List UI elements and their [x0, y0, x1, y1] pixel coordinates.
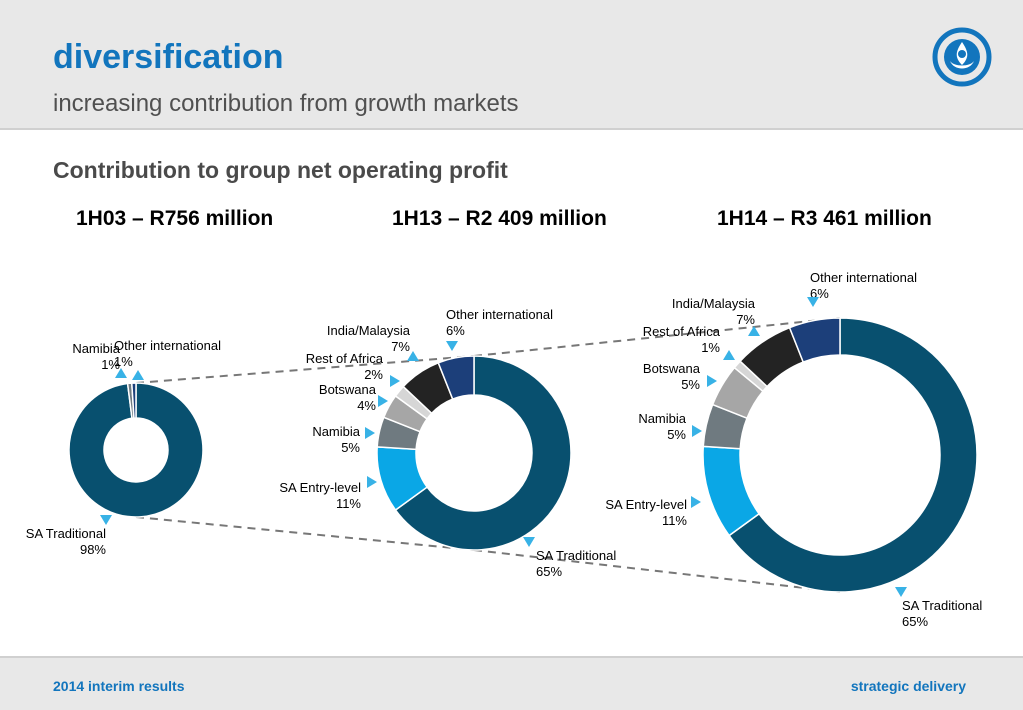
pointer-icon — [748, 326, 760, 336]
slice-value-sa-traditional: 98% — [80, 542, 106, 557]
pointer-icon — [365, 427, 375, 439]
pointer-icon — [378, 395, 388, 407]
pointer-icon — [523, 537, 535, 547]
footer-bar: 2014 interim results strategic delivery — [0, 656, 1023, 710]
connector-line — [473, 549, 841, 593]
footer-right-text: strategic delivery — [850, 678, 966, 694]
slice-sa-traditional — [728, 317, 978, 593]
slice-value-botswana: 5% — [681, 377, 700, 392]
slice-name-sa-entry-level: SA Entry-level — [605, 497, 687, 512]
slice-value-sa-traditional: 65% — [902, 614, 928, 629]
slice-name-rest-of-africa: Rest of Africa — [643, 324, 721, 339]
page-title: diversification — [53, 38, 284, 76]
slice-value-rest-of-africa: 2% — [364, 367, 383, 382]
slice-value-india-malaysia: 7% — [736, 312, 755, 327]
chart-title-1h14: 1H14 – R3 461 million — [717, 207, 932, 230]
slice-value-sa-entry-level: 11% — [336, 496, 361, 511]
pointer-icon — [807, 297, 819, 307]
pointer-icon — [100, 515, 112, 525]
chart-title-1h13: 1H13 – R2 409 million — [392, 207, 607, 230]
slice-value-namibia: 5% — [341, 440, 360, 455]
slice-name-sa-entry-level: SA Entry-level — [279, 480, 361, 495]
slice-sa-traditional — [394, 355, 572, 551]
slice-value-rest-of-africa: 1% — [701, 340, 720, 355]
pointer-icon — [367, 476, 377, 488]
pointer-icon — [115, 368, 127, 378]
slice-name-sa-traditional: SA Traditional — [26, 526, 106, 541]
header-bar: diversification increasing contribution … — [0, 0, 1023, 130]
slice-value-india-malaysia: 7% — [391, 339, 410, 354]
slice-value-namibia: 5% — [667, 427, 686, 442]
pointer-icon — [707, 375, 717, 387]
pointer-icon — [723, 350, 735, 360]
slice-name-india-malaysia: India/Malaysia — [672, 296, 756, 311]
section-title: Contribution to group net operating prof… — [53, 157, 508, 183]
slice-name-other-international: Other international — [446, 307, 553, 322]
slice-name-rest-of-africa: Rest of Africa — [306, 351, 384, 366]
connector-line — [135, 516, 475, 551]
pointer-icon — [407, 351, 419, 361]
pointer-icon — [691, 496, 701, 508]
connector-line — [473, 317, 841, 357]
pointer-icon — [692, 425, 702, 437]
pointer-icon — [132, 370, 144, 380]
slice-name-india-malaysia: India/Malaysia — [327, 323, 411, 338]
donut-chart-2 — [376, 355, 572, 551]
slice-name-namibia: Namibia — [638, 411, 686, 426]
slice-value-sa-traditional: 65% — [536, 564, 562, 579]
pointer-icon — [446, 341, 458, 351]
slice-value-botswana: 4% — [357, 398, 376, 413]
slice-name-sa-traditional: SA Traditional — [902, 598, 982, 613]
slice-other-international — [437, 355, 475, 401]
slice-other-international — [788, 317, 841, 363]
chart-title-1h03: 1H03 – R756 million — [76, 207, 274, 230]
pointer-icon — [895, 587, 907, 597]
page-subtitle: increasing contribution from growth mark… — [53, 90, 519, 117]
company-logo-icon — [932, 27, 992, 87]
slice-name-other-international: Other international — [810, 270, 917, 285]
slice-sa-traditional — [68, 382, 204, 518]
slice-name-namibia: Namibia — [312, 424, 360, 439]
footer-left-text: 2014 interim results — [53, 678, 185, 694]
slice-value-other-international: 6% — [446, 323, 465, 338]
donut-chart-3 — [702, 317, 978, 593]
slice-value-other-international: 1% — [114, 354, 133, 369]
slice-name-botswana: Botswana — [319, 382, 377, 397]
slice-value-namibia: 1% — [101, 357, 120, 372]
slice-name-sa-traditional: SA Traditional — [536, 548, 616, 563]
slice-name-namibia: Namibia — [72, 341, 120, 356]
slice-other-international — [130, 382, 137, 419]
slice-value-sa-entry-level: 11% — [662, 513, 687, 528]
donut-chart-1 — [68, 382, 204, 518]
slice-name-other-international: Other international — [114, 338, 221, 353]
pointer-icon — [390, 375, 400, 387]
slice-name-botswana: Botswana — [643, 361, 701, 376]
